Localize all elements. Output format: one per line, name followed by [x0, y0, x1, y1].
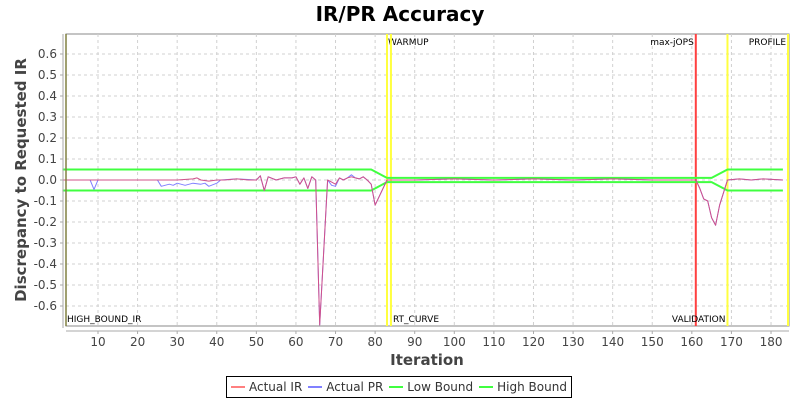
x-tick-label: 140: [601, 335, 624, 349]
data-series: [62, 168, 783, 326]
x-tick-label: 130: [562, 335, 585, 349]
chart-legend: Actual IR Actual PR Low Bound High Bound: [226, 376, 572, 398]
y-tick-label: 0.2: [38, 131, 57, 145]
legend-item-low-bound[interactable]: Low Bound: [389, 380, 473, 394]
x-tick-label: 10: [90, 335, 105, 349]
y-tick-label: -0.6: [34, 299, 57, 313]
grid-lines: [66, 34, 789, 326]
legend-label: Low Bound: [407, 380, 474, 394]
marker-label: WARMUP: [388, 38, 429, 48]
series-actual-ir: [62, 175, 783, 326]
series-high-bound: [62, 168, 783, 179]
axes: 10 20 30 40 50 60 70 80 90 100 110 120 130 140 150 160 1…: [34, 34, 789, 349]
legend-swatch-icon: [479, 386, 494, 388]
marker-label: PROFILE: [749, 38, 787, 48]
legend-item-actual-ir[interactable]: Actual IR: [231, 380, 302, 394]
chart-title: IR/PR Accuracy: [315, 2, 485, 26]
phase-markers: WARMUP RT_CURVE max-jOPS VALIDATION PROFILE H…: [67, 34, 789, 326]
legend-label: Actual IR: [249, 380, 303, 394]
legend-item-high-bound[interactable]: High Bound: [479, 380, 567, 394]
x-tick-label: 110: [482, 335, 505, 349]
x-tick-label: 80: [367, 335, 382, 349]
x-tick-label: 60: [288, 335, 303, 349]
y-tick-label: 0.1: [38, 152, 57, 166]
y-tick-label: 0.5: [38, 68, 57, 82]
legend-swatch-icon: [389, 386, 404, 388]
x-tick-label: 90: [407, 335, 422, 349]
marker-label: max-jOPS: [650, 38, 694, 48]
marker-label: RT_CURVE: [393, 315, 439, 325]
y-tick-label: -0.3: [34, 236, 57, 250]
series-low-bound: [62, 181, 783, 192]
x-tick-label: 50: [249, 335, 264, 349]
legend-label: High Bound: [497, 380, 567, 394]
x-tick-label: 100: [443, 335, 466, 349]
y-tick-label: 0.4: [38, 89, 57, 103]
y-tick-label: -0.4: [34, 257, 57, 271]
y-tick-label: 0.3: [38, 110, 57, 124]
legend-item-actual-pr[interactable]: Actual PR: [308, 380, 383, 394]
x-tick-label: 120: [522, 335, 545, 349]
legend-label: Actual PR: [326, 380, 384, 394]
x-tick-label: 160: [680, 335, 703, 349]
y-tick-label: 0.0: [38, 173, 57, 187]
x-tick-label: 170: [720, 335, 743, 349]
legend-swatch-icon: [308, 386, 323, 388]
marker-label: VALIDATION: [672, 315, 726, 325]
x-axis-label: Iteration: [390, 351, 464, 369]
y-tick-label: -0.1: [34, 194, 57, 208]
marker-label: HIGH_BOUND_IR: [67, 315, 141, 325]
y-tick-label: -0.2: [34, 215, 57, 229]
y-axis-label: Discrepancy to Requested IR: [12, 58, 30, 302]
y-tick-label: -0.5: [34, 278, 57, 292]
y-tick-label: 0.6: [38, 47, 57, 61]
x-tick-label: 180: [760, 335, 783, 349]
x-tick-label: 20: [130, 335, 145, 349]
legend-swatch-icon: [231, 386, 245, 388]
x-tick-label: 70: [328, 335, 343, 349]
x-tick-label: 30: [170, 335, 185, 349]
x-tick-label: 150: [641, 335, 664, 349]
x-tick-label: 40: [209, 335, 224, 349]
